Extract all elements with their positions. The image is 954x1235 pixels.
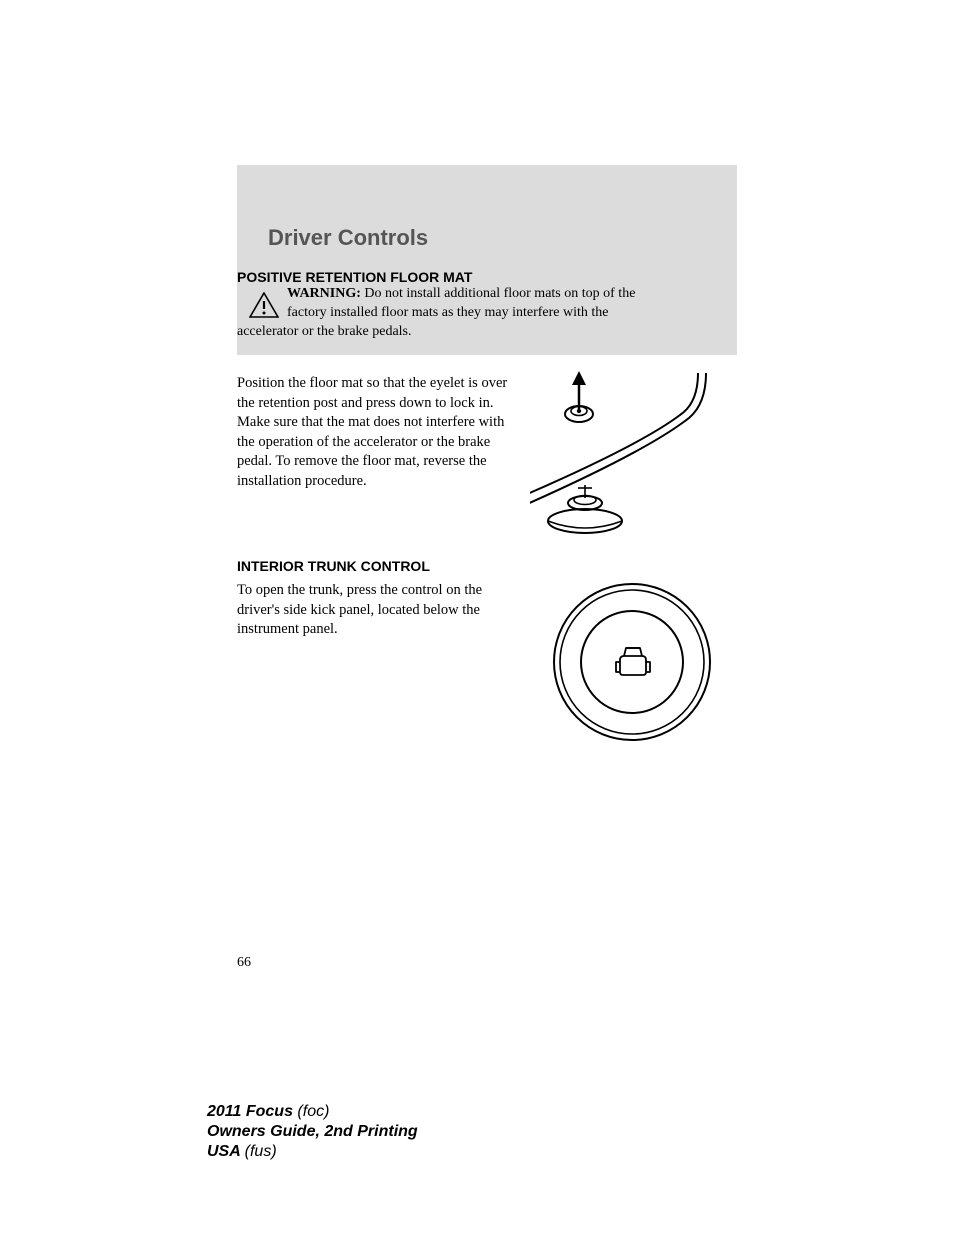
trunk-body-text: To open the trunk, press the control on … xyxy=(237,581,517,640)
warning-line2: factory installed floor mats as they may… xyxy=(287,305,609,320)
footer-model-code: (foc) xyxy=(297,1103,329,1120)
footer-region-code: (fus) xyxy=(245,1143,277,1160)
footer-guide: Owners Guide, 2nd Printing xyxy=(207,1122,418,1142)
chapter-title: Driver Controls xyxy=(268,225,428,251)
floor-mat-illustration xyxy=(530,365,735,545)
page-number: 66 xyxy=(237,955,251,971)
section-heading-trunk: INTERIOR TRUNK CONTROL xyxy=(237,558,430,574)
section-heading-floor-mat: POSITIVE RETENTION FLOOR MAT xyxy=(237,269,472,285)
footer-region: USA xyxy=(207,1143,245,1160)
warning-line3: accelerator or the brake pedals. xyxy=(237,323,737,342)
footer: 2011 Focus (foc) Owners Guide, 2nd Print… xyxy=(207,1102,418,1162)
trunk-control-illustration xyxy=(550,580,715,750)
warning-label: WARNING: xyxy=(287,286,361,301)
footer-model: 2011 Focus xyxy=(207,1103,297,1120)
floor-mat-body-text: Position the floor mat so that the eyele… xyxy=(237,374,517,491)
warning-box: WARNING: Do not install additional floor… xyxy=(237,285,737,342)
warning-icon xyxy=(249,292,279,324)
warning-line1: Do not install additional floor mats on … xyxy=(361,286,636,301)
